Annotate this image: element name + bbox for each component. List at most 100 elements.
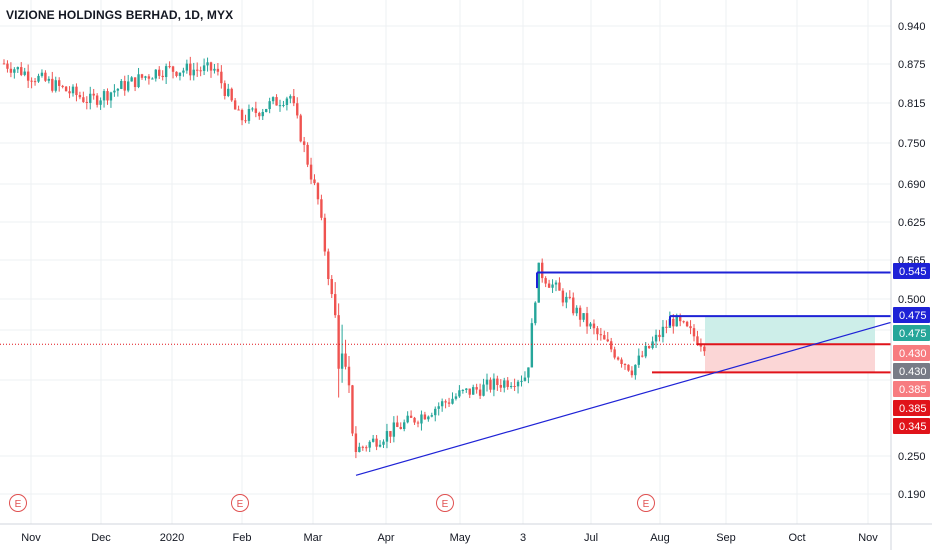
candle-body <box>403 422 406 430</box>
candle-body <box>620 359 623 364</box>
price-tag-label: 0.430 <box>899 366 927 378</box>
candle-body <box>299 115 302 142</box>
time-axis-label: Mar <box>304 532 323 544</box>
candle-body <box>440 401 444 407</box>
time-axis-label: Aug <box>650 532 670 544</box>
earnings-marker[interactable] <box>9 494 27 512</box>
candle-body <box>613 349 616 358</box>
earnings-marker-label: E <box>643 499 650 510</box>
price-tag-label: 0.545 <box>899 266 927 278</box>
candle-body <box>178 72 182 76</box>
candle-body <box>427 416 430 420</box>
candle-body <box>99 100 102 105</box>
candle-body <box>247 109 251 121</box>
candle-body <box>327 251 330 280</box>
time-axis-label: Feb <box>233 532 252 544</box>
candle-body <box>109 92 113 101</box>
candle-body <box>340 353 344 369</box>
candle-body <box>468 388 471 395</box>
candle-body <box>244 120 247 122</box>
candle-body <box>189 63 192 76</box>
candle-body <box>703 346 706 352</box>
candle-body <box>37 75 40 82</box>
candle-body <box>51 78 54 91</box>
candle-body <box>44 72 47 81</box>
price-axis[interactable]: 0.9400.8750.8150.7500.6900.6250.5650.500… <box>898 21 926 501</box>
candle-body <box>213 68 216 71</box>
candle-body <box>158 69 161 76</box>
candle-body <box>465 388 468 390</box>
candle-body <box>354 433 358 453</box>
candle-body <box>130 77 133 82</box>
trend-line[interactable] <box>355 321 892 476</box>
candle-body <box>289 96 292 99</box>
candle-body <box>447 402 451 404</box>
candle-body <box>382 441 385 445</box>
candle-body <box>641 355 644 357</box>
candle-body <box>358 446 361 453</box>
candle-body <box>592 323 596 329</box>
price-axis-label: 0.690 <box>898 179 926 191</box>
time-axis-label: 3 <box>520 532 526 544</box>
candle-body <box>282 104 285 106</box>
candle-body <box>637 355 640 365</box>
candle-body <box>316 183 320 200</box>
earnings-marker[interactable] <box>436 494 454 512</box>
candle-body <box>478 389 482 396</box>
price-tag <box>893 307 930 323</box>
time-axis[interactable]: Nov Dec 2020 Feb Mar Apr May 3 Jul Aug Sep Oct Nov <box>21 532 878 544</box>
candle-body <box>120 80 123 89</box>
candle-body <box>196 69 199 71</box>
candle-body <box>33 81 37 83</box>
candle-body <box>6 63 9 69</box>
time-axis-label: Nov <box>858 532 878 544</box>
candle-body <box>616 357 620 360</box>
time-axis-label: Apr <box>377 532 394 544</box>
candle-body <box>623 363 627 365</box>
candle-body <box>61 85 64 87</box>
price-tag <box>893 263 930 279</box>
time-axis-label: Jul <box>584 532 598 544</box>
candle-body <box>71 86 75 94</box>
candle-body <box>206 62 209 66</box>
drawings[interactable] <box>0 271 892 476</box>
price-axis-label: 0.940 <box>898 21 926 33</box>
candle-body <box>544 278 547 284</box>
candle-body <box>513 386 516 388</box>
candle-body <box>123 80 126 91</box>
candle-body <box>554 282 558 285</box>
earnings-marker-label: E <box>15 499 22 510</box>
candle-body <box>302 141 306 145</box>
candle-body <box>216 68 220 72</box>
price-tag-label: 0.475 <box>899 328 927 340</box>
candle-body <box>330 279 333 295</box>
candle-body <box>509 386 513 388</box>
candle-body <box>192 69 195 76</box>
candle-body <box>416 422 420 424</box>
candle-body <box>161 75 164 78</box>
price-axis-label: 0.625 <box>898 217 926 229</box>
candle-body <box>168 66 171 68</box>
earnings-marker[interactable] <box>231 494 249 512</box>
candle-body <box>227 88 230 96</box>
candle-body <box>647 345 651 349</box>
candle-body <box>634 364 637 376</box>
candle-body <box>106 91 109 101</box>
earnings-marker[interactable] <box>637 494 655 512</box>
candle-body <box>347 366 351 386</box>
price-tag <box>893 381 930 397</box>
candle-body <box>603 335 606 340</box>
time-axis-label: 2020 <box>160 532 184 544</box>
price-tag-label: 0.430 <box>899 348 927 360</box>
candle-body <box>461 389 465 391</box>
candle-body <box>658 334 661 338</box>
candle-body <box>137 74 140 88</box>
price-tags: 0.545 0.475 0.475 0.430 0.430 0.385 0.385 0.345 <box>893 263 930 434</box>
price-axis-label: 0.250 <box>898 451 926 463</box>
candle-body <box>154 69 157 79</box>
candle-body <box>399 426 402 430</box>
candle-body <box>530 323 534 368</box>
candle-body <box>627 364 630 371</box>
candle-body <box>630 370 634 376</box>
